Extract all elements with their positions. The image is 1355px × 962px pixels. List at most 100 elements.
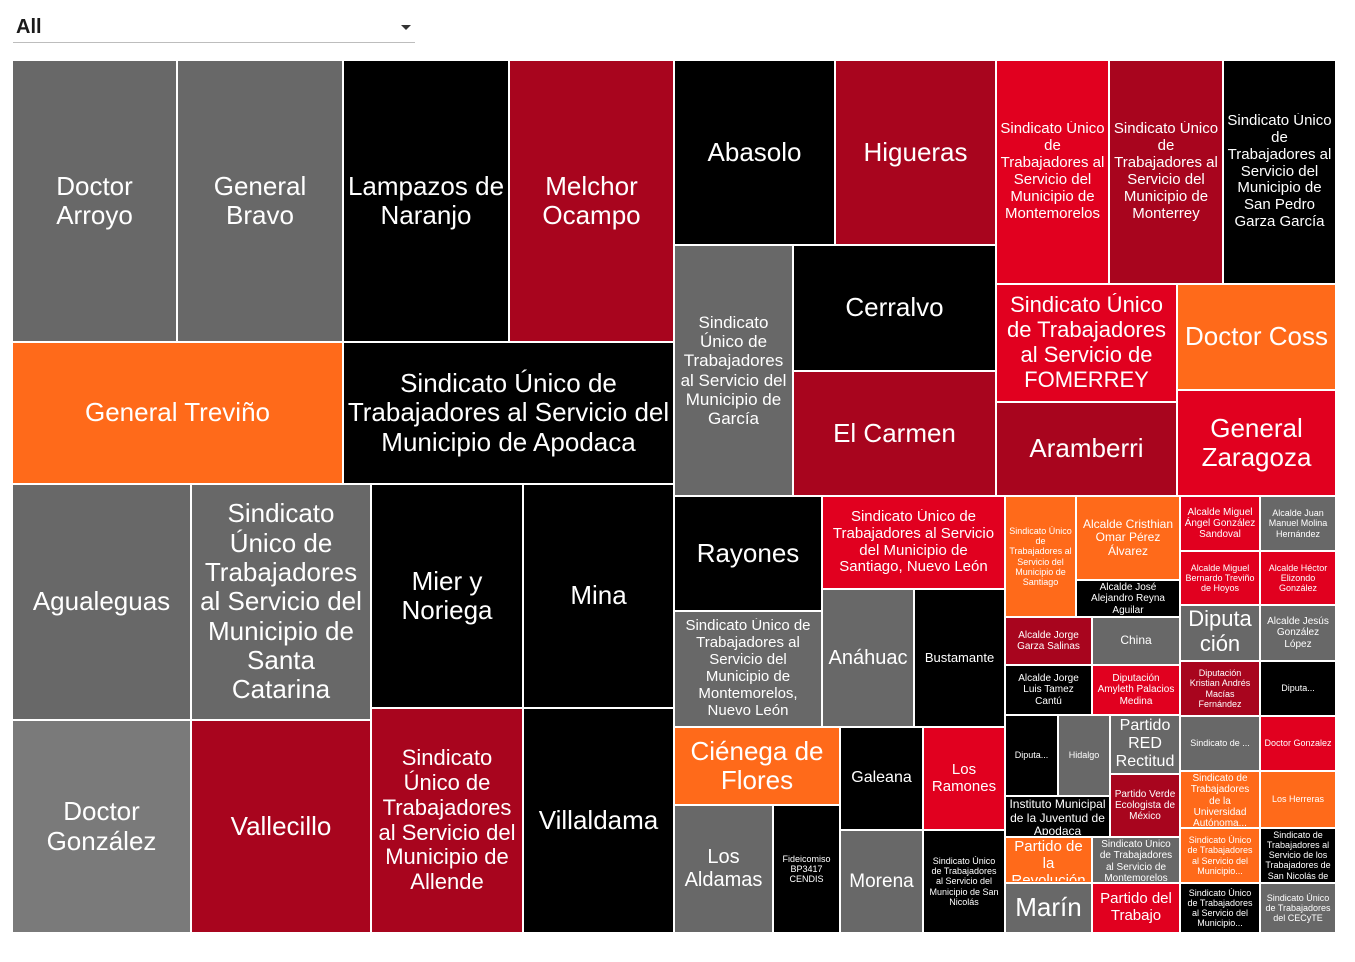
treemap-cell[interactable]: Galeana bbox=[840, 727, 923, 830]
treemap-cell[interactable]: China bbox=[1092, 617, 1180, 665]
treemap-cell-label: Sindicato Único de Trabajadores al Servi… bbox=[1227, 112, 1332, 231]
treemap-cell[interactable]: Villaldama bbox=[523, 708, 674, 933]
treemap-cell[interactable]: Instituto Municipal de la Juventud de Ap… bbox=[1005, 796, 1110, 837]
treemap-cell-label: Sindicato de Trabajadores de la Universi… bbox=[1190, 773, 1250, 826]
treemap-cell-label: Abasolo bbox=[707, 137, 802, 167]
treemap-cell-label: Diputación Amyleth Palacios Medina bbox=[1097, 673, 1175, 707]
treemap-cell-label: Alcalde Miguel Bernardo Treviño de Hoyos bbox=[1185, 562, 1255, 594]
treemap-cell-label: Ciénega de Flores bbox=[690, 736, 824, 795]
treemap-cell[interactable]: Sindicato Único de Trabajadores al Servi… bbox=[343, 342, 674, 484]
treemap-cell[interactable]: Sindicato Único de Trabajadores al Servi… bbox=[1180, 828, 1260, 883]
treemap-cell-label: Sindicato Único de Trabajadores al Servi… bbox=[200, 499, 362, 705]
treemap-cell[interactable]: Los Aldamas bbox=[674, 805, 773, 933]
treemap-cell[interactable]: Doctor Gonzalez bbox=[1260, 716, 1336, 771]
treemap-cell-label: Sindicato Único de Trabajadores al Servi… bbox=[1113, 121, 1219, 222]
treemap-cell-label: El Carmen bbox=[833, 418, 956, 448]
treemap-cell[interactable]: General Zaragoza bbox=[1177, 390, 1336, 496]
treemap-cell-label: Sindicato Único de Trabajadores al Servi… bbox=[1000, 121, 1105, 222]
treemap-cell[interactable]: Bustamante bbox=[914, 589, 1005, 727]
treemap-cell-label: Sindicato Único de Trabajadores al Servi… bbox=[1187, 835, 1253, 876]
treemap-cell[interactable]: Sindicato Único de Trabajadores al Servi… bbox=[191, 484, 371, 720]
treemap-cell[interactable]: Alcalde Héctor Elizondo González bbox=[1260, 551, 1336, 605]
treemap-cell[interactable]: Sindicato Único de Trabajadores al Servi… bbox=[371, 708, 523, 933]
treemap-cell[interactable]: Sindicato Único de Trabajadores al Servi… bbox=[674, 611, 822, 727]
treemap-cell[interactable]: Sindicato Único de Trabajadores al Servi… bbox=[923, 830, 1005, 933]
treemap-cell[interactable]: Diputación Kristian Andrés Macías Fernán… bbox=[1180, 661, 1260, 716]
treemap-cell[interactable]: Anáhuac bbox=[822, 589, 914, 727]
treemap-cell[interactable]: Alcalde Jesús González López bbox=[1260, 605, 1336, 661]
treemap-cell[interactable]: Sindicato Único de Trabajadores del CECy… bbox=[1260, 883, 1336, 933]
treemap-cell[interactable]: Sindicato Único de Trabajadores al Servi… bbox=[674, 245, 793, 496]
treemap-cell[interactable]: Sindicato Único de Trabajadores al Servi… bbox=[1223, 60, 1336, 284]
treemap-cell-label: Sindicato de ... bbox=[1190, 738, 1250, 749]
treemap-cell[interactable]: Diputación Daniel Darío Pérez Cavazos bbox=[1180, 605, 1260, 661]
treemap-cell[interactable]: Melchor Ocampo bbox=[509, 60, 674, 342]
treemap-cell[interactable]: Agualeguas bbox=[12, 484, 191, 720]
treemap-cell[interactable]: Higueras bbox=[835, 60, 996, 245]
treemap-cell[interactable]: General Treviño bbox=[12, 342, 343, 484]
treemap-cell[interactable]: Alcalde José Alejandro Reyna Aguilar bbox=[1076, 580, 1180, 617]
treemap-cell[interactable]: Aramberri bbox=[996, 402, 1177, 496]
treemap-cell[interactable]: Partido del Trabajo bbox=[1092, 883, 1180, 933]
treemap-cell[interactable]: Partido Verde Ecologista de México bbox=[1110, 774, 1180, 837]
treemap-cell-label: Sindicato Único de Trabajadores al Servi… bbox=[685, 618, 811, 719]
treemap-cell[interactable]: General Bravo bbox=[177, 60, 343, 342]
treemap-cell[interactable]: Lampazos de Naranjo bbox=[343, 60, 509, 342]
treemap-cell[interactable]: Rayones bbox=[674, 496, 822, 611]
treemap-cell-label: Sindicato Único de Trabajadores al Servi… bbox=[832, 508, 995, 576]
treemap-cell-label: Partido de la Revolución Democrática bbox=[1011, 839, 1086, 881]
treemap-cell[interactable]: Sindicato de ... bbox=[1180, 716, 1260, 771]
treemap-cell[interactable]: Partido de la Revolución Democrática bbox=[1005, 837, 1092, 883]
treemap-cell[interactable]: Sindicato Único de Trabajadores al Servi… bbox=[996, 60, 1109, 284]
treemap-cell[interactable]: Cerralvo bbox=[793, 245, 996, 371]
treemap-cell[interactable]: Sindicato Único de Trabajadores al Servi… bbox=[1109, 60, 1223, 284]
treemap-cell[interactable]: Morena bbox=[840, 830, 923, 933]
treemap-cell[interactable]: Sindicato Único de Trabajadores al Servi… bbox=[996, 284, 1177, 402]
treemap-cell[interactable]: Doctor Coss bbox=[1177, 284, 1336, 390]
treemap-cell[interactable]: Alcalde Cristhian Omar Pérez Álvarez bbox=[1076, 496, 1180, 580]
treemap-cell[interactable]: Sindicato Único de Trabajadores al Servi… bbox=[822, 496, 1005, 589]
treemap-cell-label: Alcalde Jorge Garza Salinas bbox=[1017, 629, 1080, 652]
treemap-cell[interactable]: Sindicato de Trabajadores al Servicio de… bbox=[1260, 828, 1336, 883]
treemap-cell[interactable]: Los Herreras bbox=[1260, 771, 1336, 828]
treemap-cell-label: Partido Verde Ecologista de México bbox=[1114, 788, 1176, 823]
treemap-cell[interactable]: Partido RED Rectitud, Esperanza Demócrat… bbox=[1110, 715, 1180, 774]
treemap-cell-label: General Bravo bbox=[213, 171, 307, 230]
treemap-cell[interactable]: Mier y Noriega bbox=[371, 484, 523, 708]
treemap-cell[interactable]: Doctor Arroyo bbox=[12, 60, 177, 342]
treemap-cell[interactable]: Los Ramones bbox=[923, 727, 1005, 830]
treemap-cell[interactable]: Alcalde Juan Manuel Molina Hernández bbox=[1260, 496, 1336, 551]
treemap-cell-label: Alcalde Miguel Ángel González Sandoval bbox=[1184, 506, 1256, 541]
treemap-cell[interactable]: Alcalde Jorge Garza Salinas bbox=[1005, 617, 1092, 665]
treemap-cell[interactable]: Doctor González bbox=[12, 720, 191, 933]
treemap-cell[interactable]: Alcalde Miguel Ángel González Sandoval bbox=[1180, 496, 1260, 551]
treemap-cell[interactable]: Hidalgo bbox=[1058, 715, 1110, 796]
treemap-cell[interactable]: El Carmen bbox=[793, 371, 996, 496]
treemap-cell-label: Alcalde Cristhian Omar Pérez Álvarez bbox=[1082, 517, 1174, 558]
treemap-cell[interactable]: Diputa... bbox=[1260, 661, 1336, 716]
treemap-chart: Doctor Arroyo General Bravo Lampazos de Na… bbox=[12, 60, 1336, 933]
treemap-cell[interactable]: Ciénega de Flores bbox=[674, 727, 840, 805]
treemap-cell-label: Melchor Ocampo bbox=[542, 171, 641, 230]
treemap-cell-label: Bustamante bbox=[924, 650, 995, 665]
treemap-cell[interactable]: Alcalde Miguel Bernardo Treviño de Hoyos bbox=[1180, 551, 1260, 605]
treemap-cell-label: Sindicato Único de Trabajadores al Servi… bbox=[929, 856, 999, 907]
treemap-cell-label: Sindicato Único de Trabajadores al Servi… bbox=[1007, 293, 1166, 392]
treemap-cell[interactable]: Sindicato de Trabajadores de la Universi… bbox=[1180, 771, 1260, 828]
treemap-cell[interactable]: Diputa... bbox=[1005, 715, 1058, 796]
treemap-cell[interactable]: Marín bbox=[1005, 883, 1092, 933]
treemap-cell-label: General Treviño bbox=[85, 398, 270, 428]
treemap-cell[interactable]: Abasolo bbox=[674, 60, 835, 245]
treemap-cell[interactable]: Mina bbox=[523, 484, 674, 708]
treemap-cell[interactable]: Alcalde Jorge Luis Tamez Cantú bbox=[1005, 665, 1092, 715]
treemap-cell[interactable]: Diputación Amyleth Palacios Medina bbox=[1092, 665, 1180, 715]
treemap-cell[interactable]: Sindicato Único de Trabajadores al Servi… bbox=[1180, 883, 1260, 933]
filter-dropdown[interactable]: All bbox=[13, 12, 415, 43]
treemap-cell[interactable]: Sindicato Único de Trabajadores al Servi… bbox=[1092, 837, 1180, 883]
treemap-cell-label: Doctor Arroyo bbox=[56, 171, 133, 230]
treemap-cell[interactable]: Vallecillo bbox=[191, 720, 371, 933]
treemap-cell-label: Morena bbox=[849, 870, 914, 892]
treemap-cell[interactable]: Sindicato Único de Trabajadores al Servi… bbox=[1005, 496, 1076, 617]
treemap-cell-label: Galeana bbox=[851, 769, 912, 787]
treemap-cell[interactable]: Fideicomiso BP3417 CENDIS bbox=[773, 805, 840, 933]
